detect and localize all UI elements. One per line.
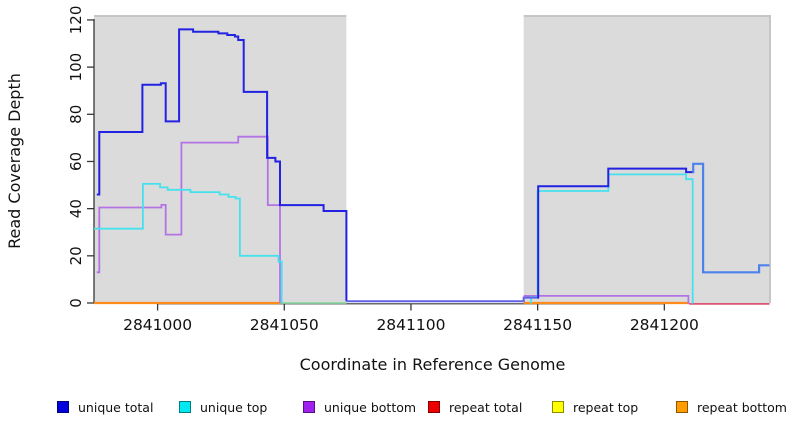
legend-item-repeat-bottom: repeat bottom [676, 399, 787, 415]
legend-swatch-repeat-bottom-icon [676, 401, 688, 413]
legend-swatch-unique-bottom-icon [303, 401, 315, 413]
legend-label: repeat bottom [697, 399, 787, 415]
x-axis-title: Coordinate in Reference Genome [299, 355, 566, 374]
y-tick-label: 40 [67, 199, 85, 218]
legend-item-unique-bottom: unique bottom [303, 399, 416, 415]
legend-label: unique top [200, 399, 268, 415]
y-tick-label: 100 [67, 53, 85, 82]
coverage-chart: 0 20 40 60 80 100 120 2841000 2841050 2841100 2841… [67, 6, 771, 334]
legend-item-unique-top: unique top [179, 399, 267, 415]
series-unique-total-left-line [96, 28, 348, 302]
x-tick-label: 2841200 [630, 316, 699, 334]
x-tick-label: 2841050 [250, 316, 319, 334]
legend-label: repeat total [449, 399, 523, 415]
series-unique-total-right-tail-line [692, 162, 770, 274]
legend-label: repeat top [573, 399, 639, 415]
legend-item-repeat-total: repeat total [428, 399, 522, 415]
x-tick-label: 2841000 [123, 316, 192, 334]
y-tick-label: 120 [67, 6, 85, 35]
series-unique-total-gap-line [346, 296, 538, 303]
legend-swatch-unique-total-icon [57, 401, 69, 413]
legend-swatch-unique-top-icon [179, 401, 191, 413]
repeat-region-left [94, 15, 347, 303]
y-tick-label: 20 [67, 246, 85, 265]
y-tick-label: 60 [67, 152, 85, 171]
series-unique-total-right-line [537, 167, 693, 299]
repeat-region-left-top-edge [94, 15, 347, 17]
y-tick-label: 0 [67, 298, 85, 308]
series-unique-top-left-line [94, 183, 283, 303]
legend-item-unique-total: unique total [57, 399, 153, 415]
legend-swatch-repeat-top-icon [552, 401, 564, 413]
legend-swatch-repeat-total-icon [428, 401, 440, 413]
repeat-region-right [523, 15, 771, 303]
repeat-region-right-top-edge [523, 15, 771, 17]
legend-label: unique total [78, 399, 154, 415]
series-unique-bottom-left-line [96, 135, 281, 303]
x-tick-label: 2841150 [503, 316, 572, 334]
repeat-region-right-right-edge [769, 15, 771, 303]
y-tick-label: 80 [67, 105, 85, 124]
legend-item-repeat-top: repeat top [552, 399, 638, 415]
legend-label: unique bottom [324, 399, 417, 415]
series-unique-bottom-right-line [523, 295, 690, 304]
y-axis-title: Read Coverage Depth [5, 73, 24, 249]
x-tick-label: 2841100 [376, 316, 445, 334]
